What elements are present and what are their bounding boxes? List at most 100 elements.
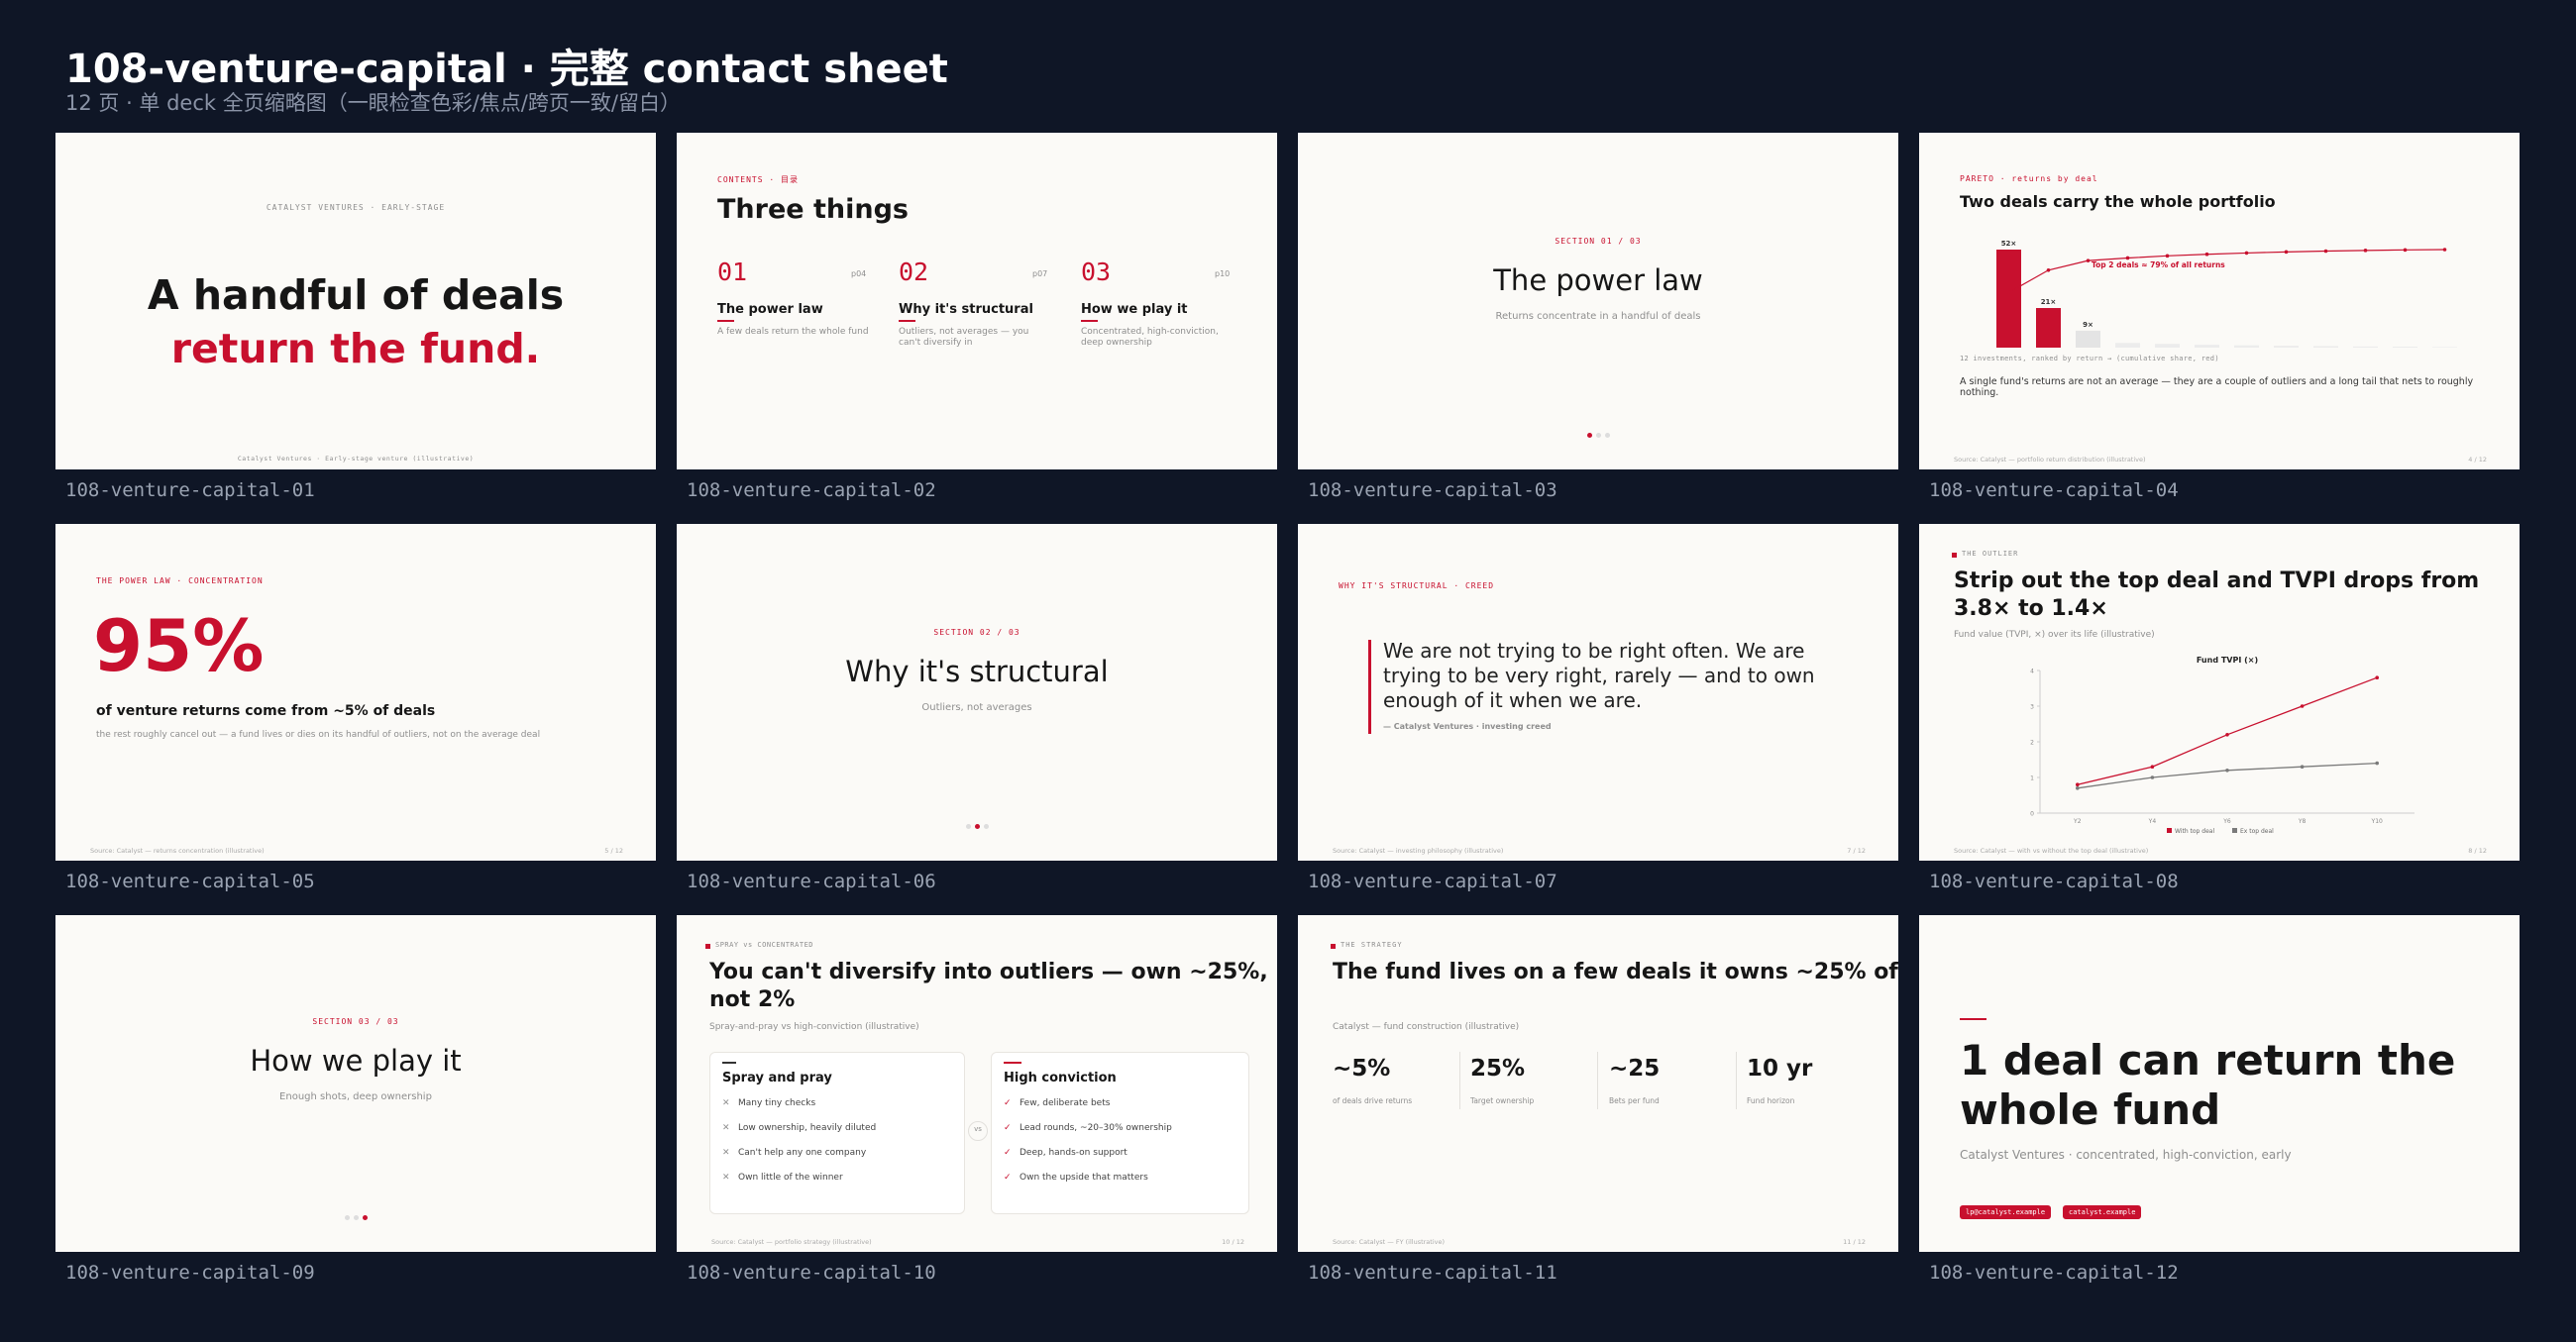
series-point [2150,775,2155,779]
slide[interactable]: SECTION 03 / 03 How we play it Enough sh… [55,915,656,1252]
bar [2432,347,2457,348]
check-icon: ✓ [1004,1123,1012,1133]
kicker: CONTENTS · 目录 [717,175,799,184]
cumulative-line [2008,249,2445,293]
card-item: Many tiny checks [738,1098,816,1108]
source: Source: Catalyst — portfolio strategy (i… [711,1238,872,1246]
slide[interactable]: SECTION 02 / 03 Why it's structural Outl… [677,524,1277,861]
cumulative-point [2204,252,2209,257]
slide[interactable]: SPRAY vs CONCENTRATED You can't diversif… [677,915,1277,1252]
slide-label: 108-venture-capital-11 [1308,1262,1557,1284]
title: Two deals carry the whole portfolio [1960,192,2276,211]
series-point [2300,704,2305,708]
subtitle: Outliers, not averages [921,702,1032,713]
body: A single fund's returns are not an avera… [1960,376,2474,399]
stat-value: 10 yr [1747,1056,1813,1082]
stat-label: Fund horizon [1747,1096,1795,1105]
sheet-subtitle: 12 页 · 单 deck 全页缩略图（一眼检查色彩/焦点/跨页一致/留白） [65,91,681,115]
series-point [2300,765,2305,769]
source: Source: Catalyst — with vs without the t… [1954,847,2149,855]
stat-divider [1597,1052,1598,1109]
kicker: WHY IT'S STRUCTURAL · CREED [1339,581,1495,590]
cumulative-point [2244,251,2249,256]
bar [2076,330,2100,348]
y-tick-label: 1 [2030,775,2034,782]
card [709,1052,965,1214]
title: The power law [1493,263,1703,297]
page-number: 7 / 12 [1847,847,1866,855]
subtitle: Catalyst Ventures · concentrated, high-c… [1960,1148,2292,1162]
y-tick-label: 4 [2030,669,2034,675]
title: How we play it [250,1044,462,1078]
x-tick-label: Y4 [2148,818,2157,825]
bar [2155,344,2180,348]
kicker-mark [1952,553,1957,558]
underline [899,320,915,322]
bar [2393,347,2417,348]
stat-label: Bets per fund [1609,1096,1660,1105]
vs-label: vs [974,1125,982,1133]
slide[interactable]: CONTENTS · 目录 Three things 01 p04 The po… [677,133,1277,469]
title: whole fund [1960,1085,2221,1134]
slide-label: 108-venture-capital-04 [1929,479,2179,501]
slide[interactable]: THE POWER LAW · CONCENTRATION 95% of ven… [55,524,656,861]
slide[interactable]: 1 deal can return the whole fund Catalys… [1919,915,2520,1252]
title: You can't diversify into outliers — own … [709,960,1268,984]
card-item: Few, deliberate bets [1020,1098,1111,1108]
slide-label: 108-venture-capital-10 [687,1262,936,1284]
headline: of venture returns come from ~5% of deal… [96,703,436,719]
slide-label: 108-venture-capital-05 [65,871,315,892]
progress-dot [1596,433,1601,438]
source: Source: Catalyst — FY (illustrative) [1333,1238,1446,1246]
kicker: SECTION 01 / 03 [1555,237,1642,246]
source: Source: Catalyst — returns concentration… [90,847,265,855]
annotation: Top 2 deals ≈ 79% of all returns [2092,260,2225,269]
chart: Fund TVPI (×) 0 1 2 3 4 Y2 Y4 Y6 Y8 Y10 With top de… [2030,656,2415,835]
card-item: Own the upside that matters [1020,1173,1148,1183]
slide[interactable]: THE STRATEGY The fund lives on a few dea… [1298,915,1898,1252]
underline [1081,320,1098,322]
quote: enough of it when we are. [1383,688,1643,712]
kicker: SECTION 02 / 03 [933,628,1020,637]
subtitle: Spray-and-pray vs high-conviction (illus… [709,1022,919,1032]
slide[interactable]: THE OUTLIER Strip out the top deal and T… [1919,524,2520,861]
card-item: Lead rounds, ~20–30% ownership [1020,1123,1172,1133]
subtitle: Returns concentrate in a handful of deal… [1495,311,1701,322]
quote-bar [1368,640,1371,734]
slide[interactable]: CATALYST VENTURES · EARLY-STAGE A handfu… [55,133,656,469]
x-tick-label: Y2 [2073,818,2082,825]
page-number: 8 / 12 [2468,847,2487,855]
progress-dot [345,1215,350,1220]
slide-label: 108-venture-capital-03 [1308,479,1557,501]
progress-dot [354,1215,359,1220]
attribution: — Catalyst Ventures · investing creed [1383,722,1552,731]
title: not 2% [709,987,796,1012]
slide[interactable]: WHY IT'S STRUCTURAL · CREED We are not t… [1298,524,1898,861]
stat: 95% [93,604,265,687]
card-item: Low ownership, heavily diluted [738,1123,877,1133]
item-page: p10 [1215,269,1231,278]
contact-pill[interactable]: lp@catalyst.example [1960,1205,2052,1220]
kicker: THE POWER LAW · CONCENTRATION [96,576,264,585]
slide-label: 108-venture-capital-08 [1929,871,2179,892]
bar [2313,346,2338,348]
item-text: Concentrated, high-conviction, deep owne… [1081,327,1219,348]
item-number: 03 [1081,258,1112,286]
kicker: SECTION 03 / 03 [312,1017,399,1026]
subtitle: Fund value (TVPI, ×) over its life (illu… [1954,630,2155,640]
kicker: THE OUTLIER [1962,550,2019,558]
progress-dot [1605,433,1610,438]
stat-value: ~5% [1333,1056,1391,1082]
page-number: 4 / 12 [2468,456,2487,464]
contact-pill[interactable]: catalyst.example [2063,1205,2142,1220]
item-page: p04 [851,269,867,278]
item-text: A few deals return the whole fund [717,327,869,337]
progress-dot [975,824,980,829]
sheet-title: 108-venture-capital · 完整 contact sheet [65,47,948,92]
slide[interactable]: PARETO · returns by deal Two deals carry… [1919,133,2520,469]
slide[interactable]: SECTION 01 / 03 The power law Returns co… [1298,133,1898,469]
legend-swatch [2232,828,2237,833]
kicker: THE STRATEGY [1341,941,1403,949]
series-point [2076,786,2080,790]
